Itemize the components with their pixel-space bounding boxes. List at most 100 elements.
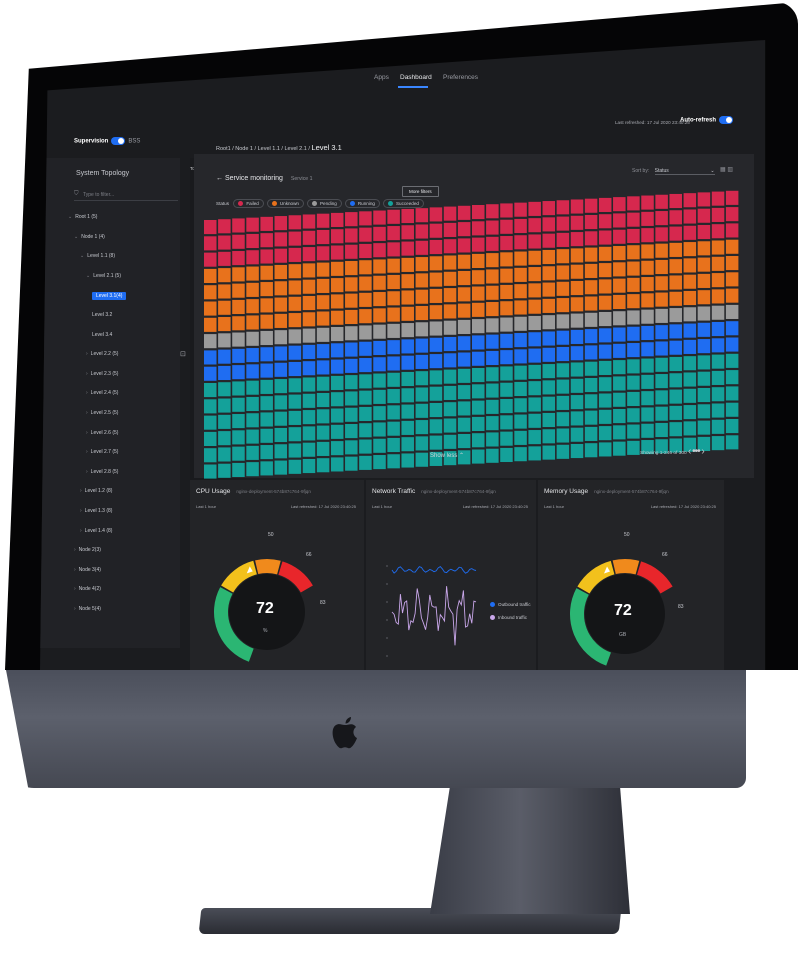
service-cell[interactable] (655, 406, 668, 421)
service-cell[interactable] (669, 405, 682, 420)
service-cell[interactable] (373, 406, 386, 421)
service-cell[interactable] (486, 236, 499, 251)
service-cell[interactable] (528, 250, 541, 265)
service-cell[interactable] (556, 395, 570, 410)
service-cell[interactable] (359, 439, 372, 454)
filter-input[interactable]: ⛉ Type to filter... (74, 190, 178, 201)
service-cell[interactable] (204, 285, 217, 300)
service-cell[interactable] (345, 456, 358, 471)
service-cell[interactable] (669, 308, 682, 323)
service-cell[interactable] (542, 429, 556, 444)
service-cell[interactable] (387, 323, 400, 338)
service-cell[interactable] (330, 326, 344, 342)
service-cell[interactable] (345, 212, 358, 227)
service-cell[interactable] (373, 210, 386, 225)
service-cell[interactable] (711, 240, 725, 255)
service-cell[interactable] (316, 409, 330, 424)
service-cell[interactable] (711, 387, 725, 402)
service-cell[interactable] (613, 246, 626, 261)
service-cell[interactable] (627, 359, 640, 374)
more-filters-button[interactable]: More filters (402, 186, 439, 197)
service-cell[interactable] (359, 423, 372, 438)
service-cell[interactable] (542, 282, 556, 297)
service-cell[interactable] (288, 296, 302, 311)
service-cell[interactable] (415, 420, 429, 435)
service-cell[interactable] (345, 358, 358, 373)
service-cell[interactable] (711, 207, 725, 222)
service-cell[interactable] (401, 241, 414, 256)
page-dots-icon[interactable]: ••• (692, 446, 700, 457)
service-cell[interactable] (514, 284, 527, 299)
service-cell[interactable] (457, 417, 471, 432)
service-cell[interactable] (711, 419, 725, 434)
status-chip-succeeded[interactable]: Succeeded (382, 199, 424, 208)
back-arrow-icon[interactable]: ← (216, 175, 223, 182)
service-cell[interactable] (415, 371, 429, 386)
service-cell[interactable] (218, 284, 231, 299)
service-cell[interactable] (429, 272, 443, 287)
service-cell[interactable] (486, 253, 499, 268)
service-cell[interactable] (415, 403, 429, 418)
service-cell[interactable] (302, 263, 316, 278)
service-cell[interactable] (584, 345, 598, 360)
service-cell[interactable] (302, 361, 316, 376)
service-cell[interactable] (204, 415, 217, 430)
service-cell[interactable] (711, 305, 725, 320)
service-cell[interactable] (232, 251, 245, 266)
service-cell[interactable] (302, 442, 316, 457)
service-cell[interactable] (528, 267, 541, 282)
service-cell[interactable] (218, 414, 231, 429)
service-cell[interactable] (373, 292, 386, 307)
service-cell[interactable] (302, 393, 316, 408)
service-cell[interactable] (683, 307, 697, 322)
service-cell[interactable] (711, 321, 725, 337)
service-cell[interactable] (274, 264, 288, 280)
service-cell[interactable] (542, 201, 556, 216)
supervision-switch[interactable]: Supervision BSS (74, 137, 140, 145)
service-cell[interactable] (697, 404, 711, 419)
service-cell[interactable] (570, 427, 584, 442)
service-cell[interactable] (218, 463, 231, 478)
service-cell[interactable] (316, 441, 330, 456)
service-cell[interactable] (330, 245, 344, 260)
service-cell[interactable] (669, 389, 682, 404)
service-cell[interactable] (598, 263, 612, 278)
service-cell[interactable] (246, 299, 259, 314)
service-cell[interactable] (429, 321, 443, 336)
chevron-down-icon[interactable]: ⌄ (80, 253, 85, 260)
service-cell[interactable] (697, 387, 711, 403)
service-cell[interactable] (373, 357, 386, 372)
service-cell[interactable] (613, 360, 626, 375)
service-cell[interactable] (500, 252, 513, 267)
service-cell[interactable] (204, 220, 217, 235)
service-cell[interactable] (542, 445, 556, 460)
service-cell[interactable] (683, 339, 697, 354)
service-cell[interactable] (359, 243, 372, 259)
service-cell[interactable] (711, 224, 725, 239)
service-cell[interactable] (570, 297, 584, 312)
service-cell[interactable] (528, 348, 541, 363)
service-cell[interactable] (683, 421, 697, 436)
chevron-down-icon[interactable]: ⌄ (74, 233, 79, 240)
service-cell[interactable] (443, 222, 457, 237)
service-cell[interactable] (584, 198, 598, 213)
service-cell[interactable] (359, 292, 372, 307)
service-cell[interactable] (514, 381, 527, 397)
service-cell[interactable] (401, 274, 414, 289)
service-cell[interactable] (556, 330, 570, 345)
service-cell[interactable] (288, 394, 302, 409)
chevron-right-icon[interactable]: › (80, 508, 82, 514)
service-cell[interactable] (641, 260, 654, 275)
service-cell[interactable] (528, 299, 541, 314)
service-cell[interactable] (627, 440, 640, 455)
service-cell[interactable] (373, 226, 386, 241)
service-cell[interactable] (613, 343, 626, 358)
service-cell[interactable] (500, 415, 513, 430)
service-cell[interactable] (725, 402, 739, 417)
service-cell[interactable] (415, 224, 429, 239)
service-cell[interactable] (627, 261, 640, 276)
chevron-right-icon[interactable]: › (86, 449, 88, 456)
service-cell[interactable] (288, 231, 302, 246)
collapse-sidebar-icon[interactable]: ⊡ (180, 351, 186, 358)
service-cell[interactable] (514, 414, 527, 429)
